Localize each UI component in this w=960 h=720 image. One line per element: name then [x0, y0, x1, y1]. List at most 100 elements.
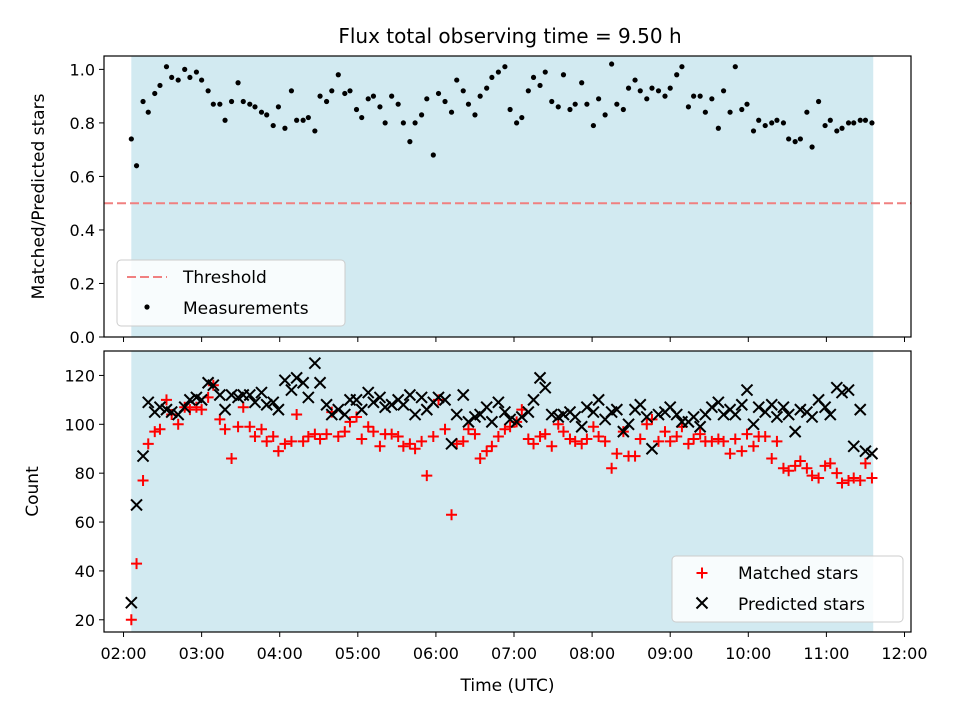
matched-point: [131, 558, 143, 570]
matched-point: [759, 431, 771, 443]
predicted-point: [485, 415, 499, 429]
predicted-point: [617, 425, 630, 438]
matched-point: [801, 462, 813, 474]
predicted-point: [243, 388, 256, 402]
matched-point: [149, 426, 161, 438]
legend-threshold-label: Threshold: [182, 268, 267, 288]
matched-point: [154, 423, 166, 435]
matched-point: [819, 460, 831, 472]
measurement-point: [590, 122, 597, 129]
matched-point: [356, 433, 368, 445]
predicted-point: [765, 398, 778, 411]
matched-point: [581, 433, 593, 445]
y-tick-label: 0.6: [70, 167, 95, 186]
measurement-point: [424, 96, 430, 102]
matched-point: [736, 445, 748, 457]
predicted-point: [740, 383, 754, 397]
measurement-point: [448, 109, 455, 115]
matched-point: [421, 470, 433, 482]
measurement-point: [572, 101, 578, 107]
predicted-point: [338, 408, 352, 421]
measurement-point: [804, 109, 810, 115]
measurement-point: [175, 77, 181, 83]
matched-point: [534, 431, 546, 443]
predicted-point: [362, 386, 375, 399]
predicted-point: [195, 393, 208, 407]
legend-measurements-label: Measurements: [183, 299, 309, 319]
y-tick-label: 80: [75, 464, 95, 483]
measurement-point: [247, 101, 253, 107]
matched-point: [771, 435, 783, 447]
measurement-point: [370, 93, 377, 99]
predicted-point: [367, 396, 380, 409]
measurement-point: [862, 117, 869, 123]
matched-point: [196, 404, 208, 416]
predicted-point: [805, 410, 819, 424]
predicted-point: [575, 420, 588, 433]
matched-point: [783, 465, 795, 477]
matched-point: [593, 431, 605, 443]
matched-point: [332, 431, 344, 443]
matched-point: [267, 431, 279, 443]
predicted-point: [503, 413, 517, 426]
measurement-point: [869, 120, 875, 126]
measurement-point: [614, 101, 620, 107]
matched-point: [272, 445, 284, 457]
matched-point: [606, 462, 618, 474]
predicted-point: [332, 403, 345, 416]
matched-point: [261, 435, 273, 447]
measurement-point: [270, 122, 276, 129]
measurement-point: [484, 85, 490, 91]
measurement-point: [152, 90, 158, 97]
predicted-point: [587, 405, 600, 419]
top-y-axis-label: Matched/Predicted stars: [29, 93, 49, 299]
measurement-point: [300, 117, 306, 123]
measurement-point: [797, 136, 803, 142]
measurement-point: [329, 88, 335, 94]
predicted-point: [794, 403, 807, 416]
measurement-point: [709, 96, 715, 102]
matched-point: [302, 431, 314, 443]
matched-point: [237, 401, 249, 413]
measurement-point: [762, 122, 768, 129]
measurement-point: [128, 136, 134, 142]
matched-point: [859, 457, 871, 469]
matched-point: [777, 462, 789, 474]
measurement-point: [815, 98, 822, 105]
measurement-point: [353, 106, 360, 113]
predicted-point: [752, 400, 765, 414]
measurement-point: [400, 120, 406, 126]
predicted-point: [267, 396, 280, 409]
bottom-panel: 20 40 60 80 100 120 02:00 03:00 04:00 05:00 06:00 0…: [23, 350, 928, 696]
matched-point: [439, 423, 451, 435]
predicted-point: [729, 408, 742, 421]
matched-point: [249, 431, 261, 443]
measurement-point: [732, 64, 738, 70]
matched-point: [351, 411, 363, 423]
predicted-point: [687, 410, 700, 424]
matched-point: [481, 445, 493, 457]
measurement-point: [584, 101, 590, 107]
predicted-point: [397, 398, 410, 411]
predicted-point: [260, 398, 273, 411]
measurement-point: [786, 136, 792, 142]
matched-point: [599, 435, 611, 447]
measurement-point: [454, 77, 460, 83]
matched-point: [474, 453, 486, 465]
measurement-point: [235, 80, 241, 86]
measurement-point: [240, 98, 246, 105]
matched-point: [729, 433, 741, 445]
predicted-point: [457, 388, 470, 402]
matched-point: [546, 440, 558, 452]
measurement-point: [193, 69, 200, 75]
measurement-point: [222, 117, 228, 123]
x-tick-label: 04:00: [257, 644, 303, 663]
predicted-point: [462, 415, 475, 429]
measurement-point: [359, 114, 365, 121]
matched-point: [671, 431, 683, 443]
measurement-point: [442, 98, 448, 105]
predicted-point: [408, 408, 422, 421]
bottom-legend: Matched stars Predicted stars: [671, 555, 904, 623]
predicted-point: [545, 408, 558, 421]
